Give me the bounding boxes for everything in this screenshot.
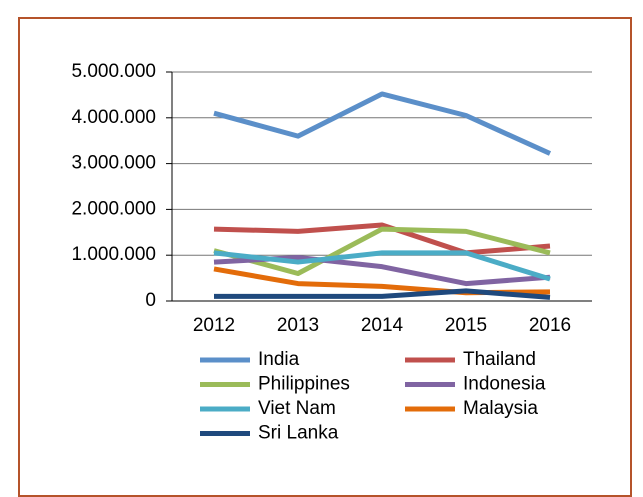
y-tick-label: 4.000.000 <box>71 107 156 128</box>
legend-label: Sri Lanka <box>258 423 339 444</box>
y-tick-label: 3.000.000 <box>71 153 156 174</box>
legend-label: Philippines <box>258 374 350 395</box>
series-line <box>213 91 552 156</box>
series-line <box>213 222 551 256</box>
legend-label: Viet Nam <box>258 398 336 419</box>
series-line <box>214 288 551 300</box>
legend-label: Indonesia <box>463 374 546 395</box>
series-line <box>213 226 551 277</box>
y-tick-label: 1.000.000 <box>71 244 156 265</box>
legend-label: India <box>258 349 300 370</box>
x-tick-label: 2015 <box>445 315 487 336</box>
x-tick-label: 2012 <box>193 315 235 336</box>
series-line <box>213 250 551 282</box>
legend-label: Malaysia <box>463 398 538 419</box>
legend-label: Thailand <box>463 349 536 370</box>
y-tick-label: 5.000.000 <box>71 61 156 82</box>
y-tick-label: 2.000.000 <box>71 198 156 219</box>
x-tick-label: 2016 <box>529 315 571 336</box>
x-tick-label: 2014 <box>361 315 404 336</box>
y-tick-label: 0 <box>145 290 156 311</box>
x-tick-label: 2013 <box>277 315 319 336</box>
